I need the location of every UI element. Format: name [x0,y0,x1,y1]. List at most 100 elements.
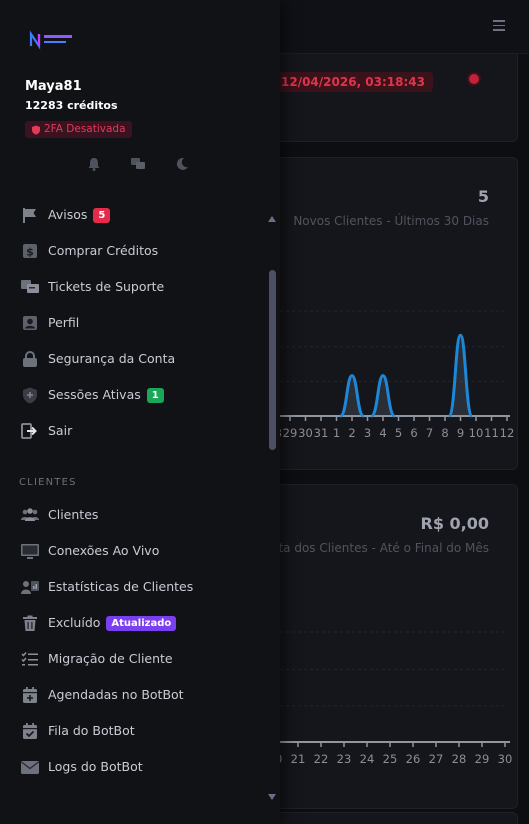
user-icon [23,316,37,330]
revenue-chart: 2021222324252627282930 [250,631,513,766]
new-clients-card: 5 Novos Clientes - Últimos 30 Dias [250,157,518,470]
data-peak[interactable] [369,374,397,418]
sidebar-item-text: Conexões Ao Vivo [48,543,160,558]
shield-icon [32,125,40,135]
x-tick-label: 3 [364,426,371,440]
revenue-value: R$ 0,00 [420,514,490,533]
trash-icon [23,615,37,631]
envelope-icon [21,761,39,774]
svg-text:$: $ [26,246,34,259]
sidebar-item-text: Agendadas no BotBot [48,687,184,702]
sidebar-item-fila-do-botbot[interactable]: Fila do BotBot [0,713,262,749]
sidebar-item-tickets-de-suporte[interactable]: Tickets de Suporte [0,269,262,305]
sidebar-item-text: Clientes [48,507,99,522]
sidebar-item-label: Comprar Créditos [48,243,158,258]
x-tick-label: 30 [498,752,513,766]
moon-icon[interactable] [174,156,190,172]
sidebar-item-sair[interactable]: Sair [0,413,262,449]
x-tick-label: 11 [484,426,499,440]
twofa-label: 2FA Desativada [44,123,126,135]
x-tick-label: 4 [379,426,386,440]
credits-count: 12283 créditos [25,99,118,112]
status-card: 12/04/2026, 03:18:43 [250,54,518,142]
sidebar-item-avisos[interactable]: Avisos 5 [0,197,262,233]
sidebar-item-comprar-creditos[interactable]: $ Comprar Créditos [0,233,262,269]
user-name: Maya81 [25,79,82,94]
calendar-check-icon [23,723,37,739]
scrollbar-thumb[interactable] [269,270,276,450]
sidebar-item-logs-do-botbot[interactable]: Logs do BotBot [0,749,262,785]
monitor-icon [21,544,39,559]
bell-icon[interactable] [86,156,102,172]
hamburger-icon[interactable] [493,20,505,32]
revenue-label: eita dos Clientes - Até o Final do Mês [267,541,489,555]
sidebar-item-label: Clientes [48,507,98,522]
sidebar-item-label: Segurança da Conta [48,351,175,366]
x-tick-label: 30 [298,426,313,440]
count-badge: Atualizado [106,616,177,631]
sidebar-item-conexoes-ao-vivo[interactable]: Conexões Ao Vivo [0,533,262,569]
x-tick-label: 24 [360,752,375,766]
sidebar-item-text: Migração de Cliente [48,651,173,666]
sidebar-item-label: Agendadas no BotBot [48,687,184,702]
users-icon [21,508,39,521]
x-tick-label: 12 [500,426,515,440]
shield-icon [23,387,37,404]
x-tick-label: 21 [291,752,306,766]
x-tick-label: 26 [406,752,421,766]
date-badge: 12/04/2026, 03:18:43 [273,72,433,92]
sidebar-item-text: Comprar Créditos [48,243,159,258]
sidebar-item-text: Tickets de Suporte [48,279,165,294]
sidebar-item-text: Avisos [48,207,88,222]
sidebar-item-estatisticas-de-clientes[interactable]: Estatísticas de Clientes [0,569,262,605]
x-tick-label: 29 [475,752,490,766]
sidebar-item-sessoes-ativas[interactable]: Sessões Ativas 1 [0,377,262,413]
sidebar-item-label: Estatísticas de Clientes [48,579,193,594]
sidebar-item-label: Perfil [48,315,79,330]
x-tick-label: 2 [348,426,355,440]
x-tick-label: 9 [457,426,464,440]
x-tick-label: 27 [429,752,444,766]
sidebar-item-agendadas-no-botbot[interactable]: Agendadas no BotBot [0,677,262,713]
sidebar-item-text: Logs do BotBot [48,759,143,774]
sidebar-item-clientes[interactable]: Clientes [0,497,262,533]
next-card [250,812,518,824]
x-tick-label: 6 [410,426,417,440]
chat-icon[interactable] [130,156,146,172]
sidebar-item-seguranca-da-conta[interactable]: Segurança da Conta [0,341,262,377]
sidebar-item-excluido[interactable]: Excluído Atualizado [0,605,262,641]
sidebar-item-perfil[interactable]: Perfil [0,305,262,341]
sidebar-item-label: Sair [48,423,72,438]
sidebar-item-label: Fila do BotBot [48,723,135,738]
section-clientes: CLIENTES [19,477,77,488]
new-clients-value: 5 [477,187,489,206]
checklist-icon [21,652,38,666]
netvip-logo[interactable] [28,30,78,50]
logout-icon [21,423,37,439]
sidebar-item-label: Tickets de Suporte [48,279,164,294]
sidebar-item-migracao-de-cliente[interactable]: Migração de Cliente [0,641,262,677]
x-tick-label: 29 [283,426,298,440]
scroll-up-arrow[interactable] [268,216,276,222]
sidebar: Maya81 12283 créditos 2FA Desativada Avi… [0,30,276,800]
sidebar-item-text: Excluído [48,615,101,630]
sidebar-item-text: Fila do BotBot [48,723,135,738]
status-dot [469,74,479,84]
x-tick-label: 28 [452,752,467,766]
sidebar-item-label: Migração de Cliente [48,651,173,666]
data-peak[interactable] [447,333,474,418]
revenue-card: R$ 0,00 eita dos Clientes - Até o Final … [250,484,518,809]
x-tick-label: 5 [395,426,402,440]
lock-icon [23,351,37,367]
x-tick-label: 25 [383,752,398,766]
scroll-down-arrow[interactable] [268,794,276,800]
x-tick-label: 7 [426,426,433,440]
data-peak[interactable] [338,374,366,418]
tickets-icon [21,280,39,293]
twofa-badge[interactable]: 2FA Desativada [25,121,132,138]
sidebar-item-text: Perfil [48,315,80,330]
sidebar-item-text: Segurança da Conta [48,351,176,366]
x-tick-label: 23 [337,752,352,766]
new-clients-label: Novos Clientes - Últimos 30 Dias [293,214,489,228]
